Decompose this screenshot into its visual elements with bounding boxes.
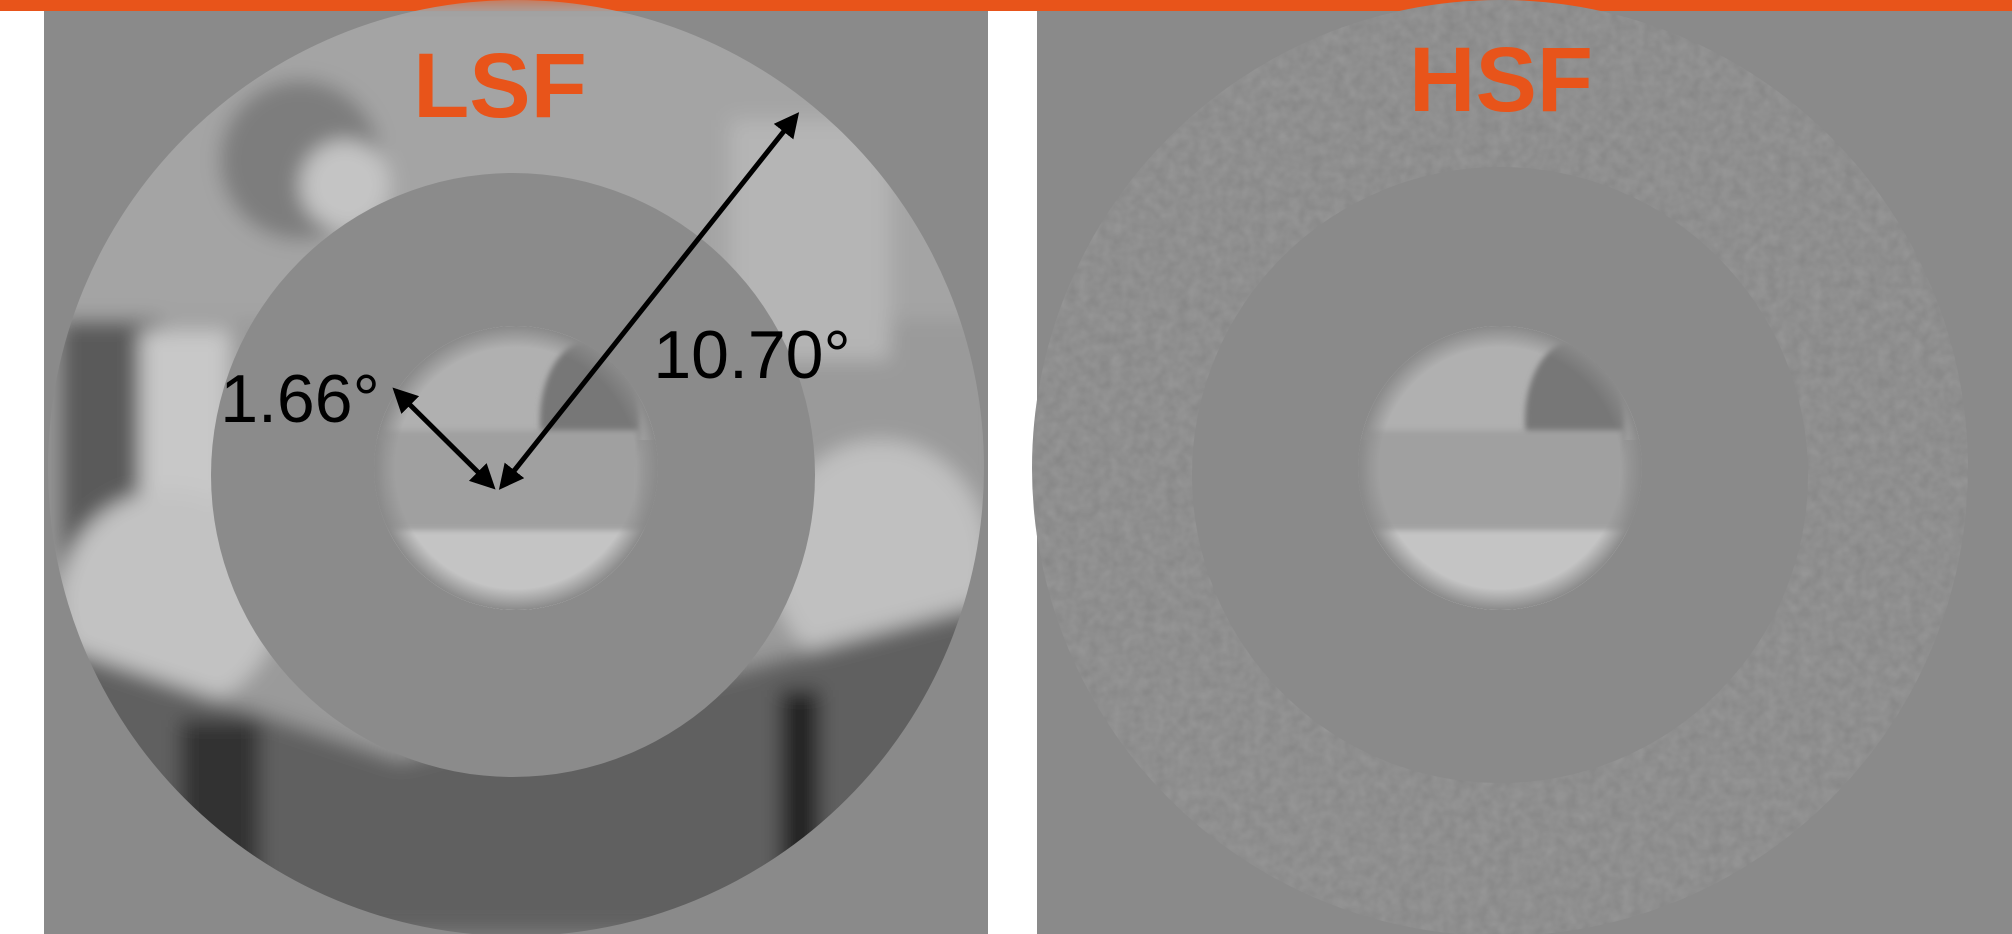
hsf-panel: HSF <box>1032 0 2012 934</box>
top-bar <box>0 0 2012 11</box>
panel-label: HSF <box>1409 29 1593 131</box>
outer-arrow <box>498 112 800 490</box>
inner-annotation: 1.66° <box>220 361 380 437</box>
inner-arrow <box>392 387 496 490</box>
lsf-panel: LSF 1.66° 10.70° <box>44 0 988 934</box>
outer-annotation: 10.70° <box>653 317 850 393</box>
panel-label: LSF <box>413 35 587 137</box>
